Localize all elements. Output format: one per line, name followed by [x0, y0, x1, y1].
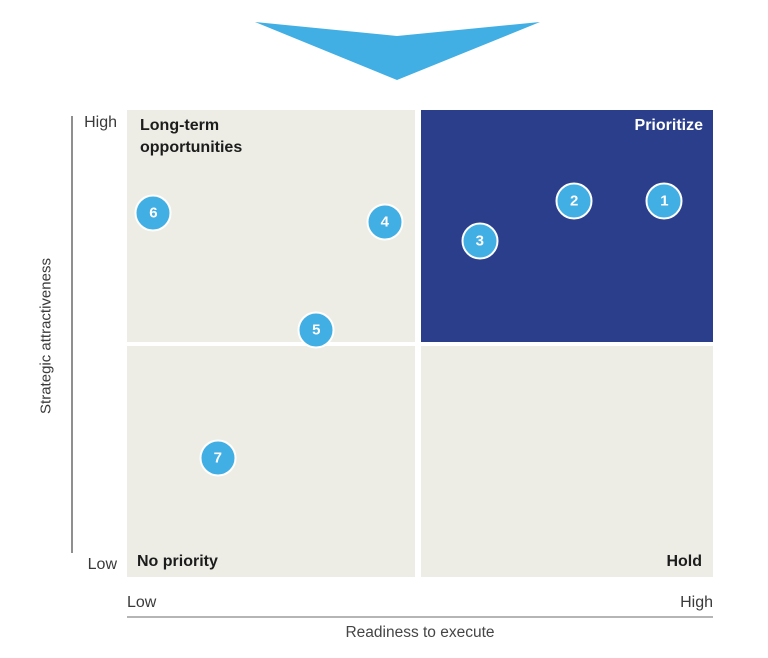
quadrant-hold: Hold	[421, 346, 713, 577]
quadrant-grid: Long-term opportunities Prioritize No pr…	[127, 110, 713, 577]
down-arrow-shape	[255, 22, 540, 80]
x-axis-tick-low: Low	[127, 594, 157, 611]
data-point-6: 6	[134, 194, 172, 232]
x-axis-tick-high: High	[680, 594, 713, 611]
x-axis-label: Readiness to execute	[345, 624, 495, 641]
quadrant-label-hold: Hold	[666, 553, 702, 570]
quadrant-label-prioritize: Prioritize	[634, 117, 703, 134]
y-axis-tick-high: High	[84, 114, 117, 131]
quadrant-label-no-priority: No priority	[137, 553, 218, 570]
down-arrow-icon	[255, 22, 540, 80]
data-point-2: 2	[555, 182, 593, 220]
quadrant-no-priority: No priority	[127, 346, 415, 577]
y-axis-tick-low: Low	[87, 556, 117, 573]
quadrant-prioritize: Prioritize	[421, 110, 713, 342]
y-axis-line	[71, 116, 73, 553]
data-point-7: 7	[199, 439, 237, 477]
y-axis-label: Strategic attractiveness	[37, 258, 55, 414]
data-point-3: 3	[461, 222, 499, 260]
data-point-4: 4	[366, 203, 404, 241]
data-point-5: 5	[297, 311, 335, 349]
x-axis-line	[127, 616, 713, 618]
quadrant-label-long-term-opportunities: Long-term opportunities	[140, 117, 243, 156]
data-point-1: 1	[645, 182, 683, 220]
